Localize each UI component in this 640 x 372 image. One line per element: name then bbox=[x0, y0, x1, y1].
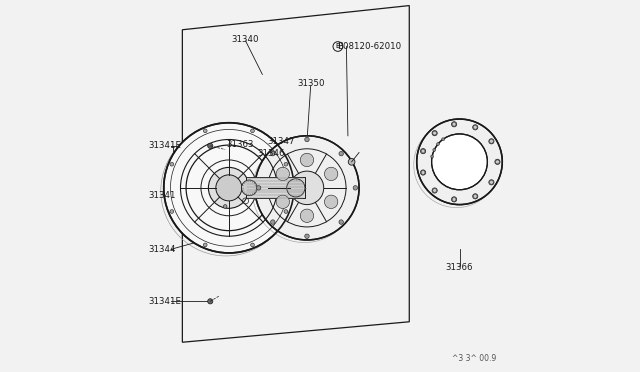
Circle shape bbox=[474, 195, 477, 198]
Circle shape bbox=[271, 220, 275, 224]
Circle shape bbox=[204, 129, 207, 133]
Circle shape bbox=[207, 299, 213, 304]
Circle shape bbox=[489, 139, 494, 144]
Circle shape bbox=[495, 160, 499, 164]
Polygon shape bbox=[246, 177, 305, 198]
Circle shape bbox=[474, 125, 477, 129]
Circle shape bbox=[442, 138, 445, 141]
Circle shape bbox=[251, 243, 254, 247]
Text: 31344: 31344 bbox=[148, 245, 175, 254]
Circle shape bbox=[223, 205, 227, 208]
Circle shape bbox=[489, 180, 494, 185]
Circle shape bbox=[204, 243, 207, 247]
Circle shape bbox=[276, 195, 289, 208]
Circle shape bbox=[353, 186, 358, 190]
Circle shape bbox=[421, 149, 425, 153]
Circle shape bbox=[209, 167, 250, 208]
Text: 31341E: 31341E bbox=[148, 141, 181, 150]
Circle shape bbox=[324, 167, 338, 180]
Circle shape bbox=[421, 171, 425, 174]
Circle shape bbox=[433, 148, 436, 151]
Circle shape bbox=[452, 198, 456, 201]
Text: 31340: 31340 bbox=[232, 35, 259, 44]
Circle shape bbox=[420, 170, 426, 175]
Circle shape bbox=[324, 195, 338, 208]
Circle shape bbox=[257, 186, 261, 190]
Circle shape bbox=[305, 234, 309, 238]
Circle shape bbox=[164, 123, 294, 253]
Text: ^3 3^ 00.9: ^3 3^ 00.9 bbox=[452, 354, 497, 363]
Text: 31350: 31350 bbox=[297, 79, 324, 88]
Text: B08120-62010: B08120-62010 bbox=[337, 42, 401, 51]
Circle shape bbox=[431, 134, 488, 190]
Circle shape bbox=[241, 180, 257, 196]
Circle shape bbox=[433, 131, 436, 135]
Circle shape bbox=[339, 220, 344, 224]
Circle shape bbox=[284, 162, 288, 166]
Circle shape bbox=[305, 137, 309, 142]
Circle shape bbox=[170, 210, 173, 214]
Circle shape bbox=[473, 194, 478, 199]
Circle shape bbox=[452, 122, 456, 126]
Text: 31341: 31341 bbox=[148, 191, 175, 200]
Circle shape bbox=[276, 167, 289, 180]
Circle shape bbox=[433, 189, 436, 192]
Circle shape bbox=[291, 171, 324, 205]
Circle shape bbox=[287, 179, 305, 197]
Circle shape bbox=[284, 210, 288, 214]
Circle shape bbox=[271, 151, 275, 156]
Text: 31366: 31366 bbox=[445, 263, 473, 272]
Text: 31346: 31346 bbox=[257, 149, 285, 158]
Circle shape bbox=[451, 122, 457, 127]
Text: 31341E: 31341E bbox=[148, 297, 181, 306]
Circle shape bbox=[420, 148, 426, 154]
Circle shape bbox=[417, 119, 502, 205]
Circle shape bbox=[432, 188, 437, 193]
Circle shape bbox=[348, 158, 355, 165]
Circle shape bbox=[431, 155, 434, 158]
Circle shape bbox=[300, 153, 314, 167]
Circle shape bbox=[473, 125, 478, 130]
Circle shape bbox=[490, 140, 493, 143]
Circle shape bbox=[251, 129, 254, 133]
Circle shape bbox=[300, 209, 314, 222]
Circle shape bbox=[170, 162, 173, 166]
Circle shape bbox=[207, 143, 213, 148]
Circle shape bbox=[436, 142, 440, 145]
Circle shape bbox=[255, 136, 359, 240]
Circle shape bbox=[216, 175, 242, 201]
Circle shape bbox=[490, 180, 493, 184]
Circle shape bbox=[495, 159, 500, 164]
Text: B: B bbox=[335, 44, 340, 49]
Circle shape bbox=[432, 131, 437, 136]
Circle shape bbox=[339, 151, 344, 156]
Text: 31347: 31347 bbox=[267, 137, 294, 146]
Circle shape bbox=[451, 197, 457, 202]
Text: 31363: 31363 bbox=[227, 140, 254, 149]
